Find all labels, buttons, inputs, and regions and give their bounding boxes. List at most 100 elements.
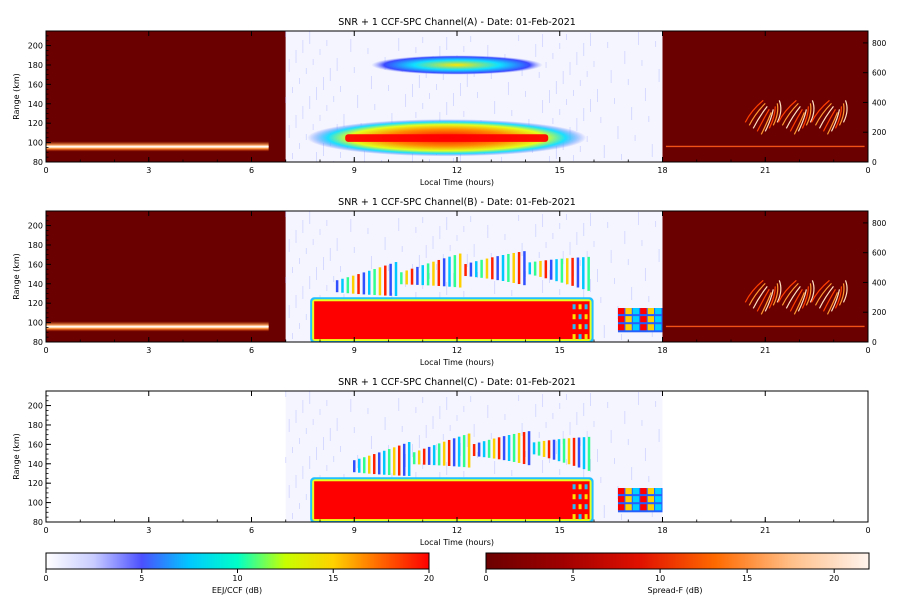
colorbar-tick-label: 10 bbox=[655, 574, 665, 583]
y-tick-label: 200 bbox=[28, 42, 43, 51]
spreadf-plume bbox=[842, 280, 848, 303]
eej-echo-late-cell bbox=[617, 324, 625, 331]
spreadf-plume bbox=[826, 112, 839, 135]
colorbar-tick-label: 0 bbox=[483, 574, 488, 583]
eej-echo-late-cell bbox=[632, 504, 640, 511]
eej-echo-late-cell bbox=[632, 316, 640, 323]
eej-echo-speckle bbox=[578, 514, 582, 520]
spreadf-plume bbox=[818, 285, 834, 309]
spreadf-plume bbox=[826, 292, 839, 315]
y-tick-label: 120 bbox=[28, 119, 43, 128]
y-tick-label: 160 bbox=[28, 440, 43, 449]
eej-echo-late-cell bbox=[647, 324, 655, 331]
panel-title: SNR + 1 CCF-SPC Channel(A) - Date: 01-Fe… bbox=[338, 17, 576, 28]
y-tick-label: 160 bbox=[28, 260, 43, 269]
eej-echo bbox=[314, 481, 590, 520]
spreadf-night-block bbox=[46, 31, 286, 162]
spreadf-plume bbox=[793, 112, 805, 135]
eej-upper-echo bbox=[371, 55, 543, 75]
x-tick-label: 6 bbox=[249, 346, 254, 355]
eej-echo-late-cell bbox=[632, 308, 640, 315]
y-tick-label: 180 bbox=[28, 61, 43, 70]
spreadf-plume bbox=[830, 289, 841, 312]
panel-a: SNR + 1 CCF-SPC Channel(A) - Date: 01-Fe… bbox=[12, 17, 887, 187]
colorbar-tick-label: 20 bbox=[829, 574, 839, 583]
y-tick-label: 140 bbox=[28, 460, 43, 469]
right-tick-label: 200 bbox=[872, 308, 887, 317]
right-tick-label: 400 bbox=[872, 278, 887, 287]
right-tick-label: 800 bbox=[872, 39, 887, 48]
eej-echo-speckle bbox=[572, 484, 576, 490]
eej-colorbar-label: EEJ/CCF (dB) bbox=[212, 586, 262, 595]
y-tick-label: 100 bbox=[28, 499, 43, 508]
panel-title: SNR + 1 CCF-SPC Channel(C) - Date: 01-Fe… bbox=[338, 377, 576, 388]
y-tick-label: 200 bbox=[28, 222, 43, 231]
eej-echo-late-cell bbox=[640, 308, 647, 315]
eej-echo-late-cell bbox=[655, 488, 662, 495]
spreadf-night-block bbox=[662, 31, 868, 162]
y-tick-label: 80 bbox=[33, 158, 43, 167]
y-axis-label: Range (km) bbox=[12, 433, 21, 480]
eej-echo-late-cell bbox=[647, 496, 655, 503]
y-tick-label: 80 bbox=[33, 338, 43, 347]
eej-echo-late-cell bbox=[617, 308, 625, 315]
eej-echo-speckle bbox=[572, 334, 576, 340]
eej-echo-late-cell bbox=[647, 504, 655, 511]
y-tick-label: 160 bbox=[28, 80, 43, 89]
spreadf-plume bbox=[781, 102, 799, 126]
spreadf-plume bbox=[818, 105, 834, 129]
spreadf-plume bbox=[768, 106, 776, 129]
right-tick-label: 600 bbox=[872, 249, 887, 258]
spreadf-plume bbox=[838, 283, 845, 306]
x-tick-label: 3 bbox=[146, 346, 151, 355]
eej-echo-speckle bbox=[572, 494, 576, 500]
eej-echo-speckle bbox=[572, 314, 576, 320]
eej-echo-late-cell bbox=[640, 488, 647, 495]
spreadf-plume bbox=[809, 100, 815, 123]
eej-echo-late-cell bbox=[647, 488, 655, 495]
eej-echo-speckle bbox=[584, 504, 588, 510]
colorbar-tick-label: 15 bbox=[742, 574, 752, 583]
y-tick-label: 140 bbox=[28, 280, 43, 289]
x-tick-label: 9 bbox=[352, 166, 357, 175]
spreadf-plume bbox=[814, 282, 832, 306]
eej-echo-late-cell bbox=[640, 316, 647, 323]
x-tick-label: 6 bbox=[249, 526, 254, 535]
spreadf-colorbar-label: Spread-F (dB) bbox=[647, 586, 702, 595]
x-tick-label: 15 bbox=[555, 346, 565, 355]
eej-echo-speckle bbox=[584, 494, 588, 500]
spreadf-plume bbox=[776, 100, 782, 123]
right-tick-label: 0 bbox=[872, 338, 877, 347]
x-tick-label: 9 bbox=[352, 346, 357, 355]
right-tick-label: 200 bbox=[872, 128, 887, 137]
x-axis-label: Local Time (hours) bbox=[420, 178, 494, 187]
spreadf-plume bbox=[793, 292, 805, 315]
colorbar-tick-label: 0 bbox=[43, 574, 48, 583]
y-tick-label: 120 bbox=[28, 299, 43, 308]
spreadf-plume bbox=[756, 109, 770, 132]
colorbar-tick-label: 10 bbox=[232, 574, 242, 583]
eej-echo-late-cell bbox=[625, 316, 632, 323]
x-tick-label: 9 bbox=[352, 526, 357, 535]
spreadf-night-block bbox=[662, 211, 868, 342]
colorbar-tick-label: 5 bbox=[570, 574, 575, 583]
eej-echo-late-cell bbox=[655, 324, 662, 331]
eej-echo-late-cell bbox=[617, 488, 625, 495]
spreadf-plume bbox=[834, 106, 843, 129]
x-tick-label: 21 bbox=[760, 166, 770, 175]
eej-echo-late-cell bbox=[617, 496, 625, 503]
spreadf-plume bbox=[785, 285, 801, 309]
x-tick-label: 12 bbox=[452, 526, 462, 535]
x-tick-label: 15 bbox=[555, 526, 565, 535]
eej-echo-speckle bbox=[578, 334, 582, 340]
eej-echo-late-cell bbox=[617, 316, 625, 323]
eej-echo bbox=[314, 301, 590, 340]
panel-title: SNR + 1 CCF-SPC Channel(B) - Date: 01-Fe… bbox=[338, 197, 576, 208]
spreadf-plume bbox=[764, 289, 774, 312]
eej-echo-late-cell bbox=[632, 496, 640, 503]
spreadf-colorbar: 0 5 10 15 20 Spread-F (dB) bbox=[483, 552, 870, 595]
colorbar-tick-label: 5 bbox=[139, 574, 144, 583]
x-tick-label: 0 bbox=[865, 526, 870, 535]
eej-echo-speckle bbox=[584, 314, 588, 320]
